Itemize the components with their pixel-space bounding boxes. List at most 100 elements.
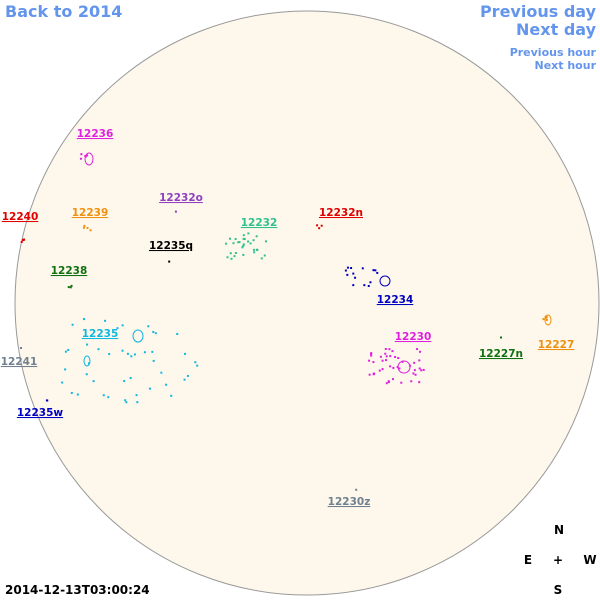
sunspot bbox=[255, 235, 258, 238]
sunspot bbox=[86, 226, 89, 229]
previous-hour-link[interactable]: Previous hour bbox=[510, 46, 597, 59]
sunspot bbox=[133, 353, 136, 356]
sunspot bbox=[265, 240, 268, 243]
sunspot bbox=[422, 368, 425, 371]
previous-day-link[interactable]: Previous day bbox=[480, 2, 597, 21]
sunspot bbox=[152, 330, 155, 333]
region-label: 12227 bbox=[538, 339, 575, 351]
sunspot bbox=[372, 269, 375, 272]
sunspot bbox=[389, 365, 392, 368]
sunspot bbox=[243, 238, 246, 241]
compass-s: S bbox=[554, 583, 563, 597]
sunspot bbox=[352, 272, 355, 275]
region-label: 12234 bbox=[377, 294, 414, 306]
sunspot bbox=[242, 244, 245, 247]
sunspot bbox=[385, 382, 388, 385]
sunspot bbox=[320, 224, 323, 227]
sunspot bbox=[64, 368, 67, 371]
sunspot bbox=[160, 371, 163, 374]
sunspot bbox=[389, 355, 392, 358]
region-label: 12235q bbox=[149, 240, 193, 252]
sunspot bbox=[249, 242, 252, 245]
region-label: 12235 bbox=[82, 328, 119, 340]
sunspot bbox=[237, 241, 240, 244]
sunspot bbox=[381, 359, 384, 362]
sunspot bbox=[71, 323, 74, 326]
sunspot bbox=[545, 316, 548, 319]
sunspot bbox=[234, 252, 237, 255]
sunspot bbox=[352, 284, 355, 287]
sunspot bbox=[176, 332, 179, 335]
region-label: 12230 bbox=[395, 331, 432, 343]
sunspot bbox=[21, 239, 24, 242]
region-label: 12227n bbox=[479, 348, 523, 360]
back-link[interactable]: Back to 2014 bbox=[5, 2, 122, 21]
next-day-link[interactable]: Next day bbox=[516, 20, 597, 39]
sunspot bbox=[67, 286, 70, 289]
next-hour-link[interactable]: Next hour bbox=[535, 59, 597, 72]
spot-outline bbox=[132, 329, 144, 343]
sunspot bbox=[130, 355, 133, 358]
sunspot bbox=[247, 232, 250, 235]
region-label: 12240 bbox=[2, 211, 39, 223]
sunspot bbox=[148, 387, 151, 390]
sunspot bbox=[385, 359, 388, 362]
sunspot bbox=[376, 271, 379, 274]
sunspot bbox=[401, 360, 404, 363]
sunspot bbox=[378, 369, 381, 372]
sunspot bbox=[23, 238, 26, 241]
sunspot bbox=[147, 325, 150, 328]
sunspot bbox=[82, 226, 85, 229]
sunspot bbox=[233, 255, 236, 258]
sunspot bbox=[170, 394, 173, 397]
sunspot bbox=[316, 224, 319, 227]
sunspot bbox=[124, 399, 127, 402]
sunspot bbox=[391, 350, 394, 353]
sunspot bbox=[67, 348, 70, 351]
sunspot bbox=[70, 284, 73, 287]
sunspot bbox=[238, 241, 241, 244]
region-label: 12230z bbox=[328, 496, 371, 508]
sunspot bbox=[69, 286, 72, 289]
sunspot bbox=[230, 257, 233, 260]
sunspot bbox=[64, 350, 67, 353]
sunspot bbox=[255, 248, 258, 251]
sunspot bbox=[370, 354, 373, 357]
sunspot bbox=[242, 237, 245, 240]
sunspot bbox=[346, 273, 349, 276]
sunspot bbox=[234, 238, 237, 241]
sunspot bbox=[367, 284, 370, 287]
solar-disk bbox=[14, 10, 600, 596]
sunspot bbox=[46, 399, 49, 402]
sunspot bbox=[85, 373, 88, 376]
sunspot bbox=[226, 256, 229, 259]
sunspot bbox=[253, 251, 256, 254]
sunspot bbox=[107, 396, 110, 399]
sunspot bbox=[20, 346, 23, 349]
sunspot bbox=[350, 267, 353, 270]
sunspot bbox=[102, 394, 105, 397]
sunspot bbox=[374, 269, 377, 272]
sunspot bbox=[416, 348, 419, 351]
spot-outline bbox=[544, 314, 552, 326]
sunspot bbox=[86, 343, 89, 346]
sunspot bbox=[419, 350, 422, 353]
sunspot bbox=[123, 380, 126, 383]
sunspot bbox=[80, 153, 83, 156]
sunspot bbox=[83, 318, 86, 321]
sunspot bbox=[346, 266, 349, 269]
sunspot bbox=[184, 352, 187, 355]
sunspot bbox=[61, 381, 64, 384]
region-label: 12232 bbox=[241, 217, 278, 229]
sunspot bbox=[385, 355, 388, 358]
sunspot bbox=[413, 369, 416, 372]
sunspot bbox=[372, 361, 375, 364]
sunspot bbox=[410, 380, 413, 383]
sunspot bbox=[241, 246, 244, 249]
sunspot bbox=[121, 349, 124, 352]
sunspot bbox=[108, 353, 111, 356]
compass-w: W bbox=[583, 553, 596, 567]
sunspot bbox=[260, 257, 263, 260]
sunspot bbox=[252, 239, 255, 242]
